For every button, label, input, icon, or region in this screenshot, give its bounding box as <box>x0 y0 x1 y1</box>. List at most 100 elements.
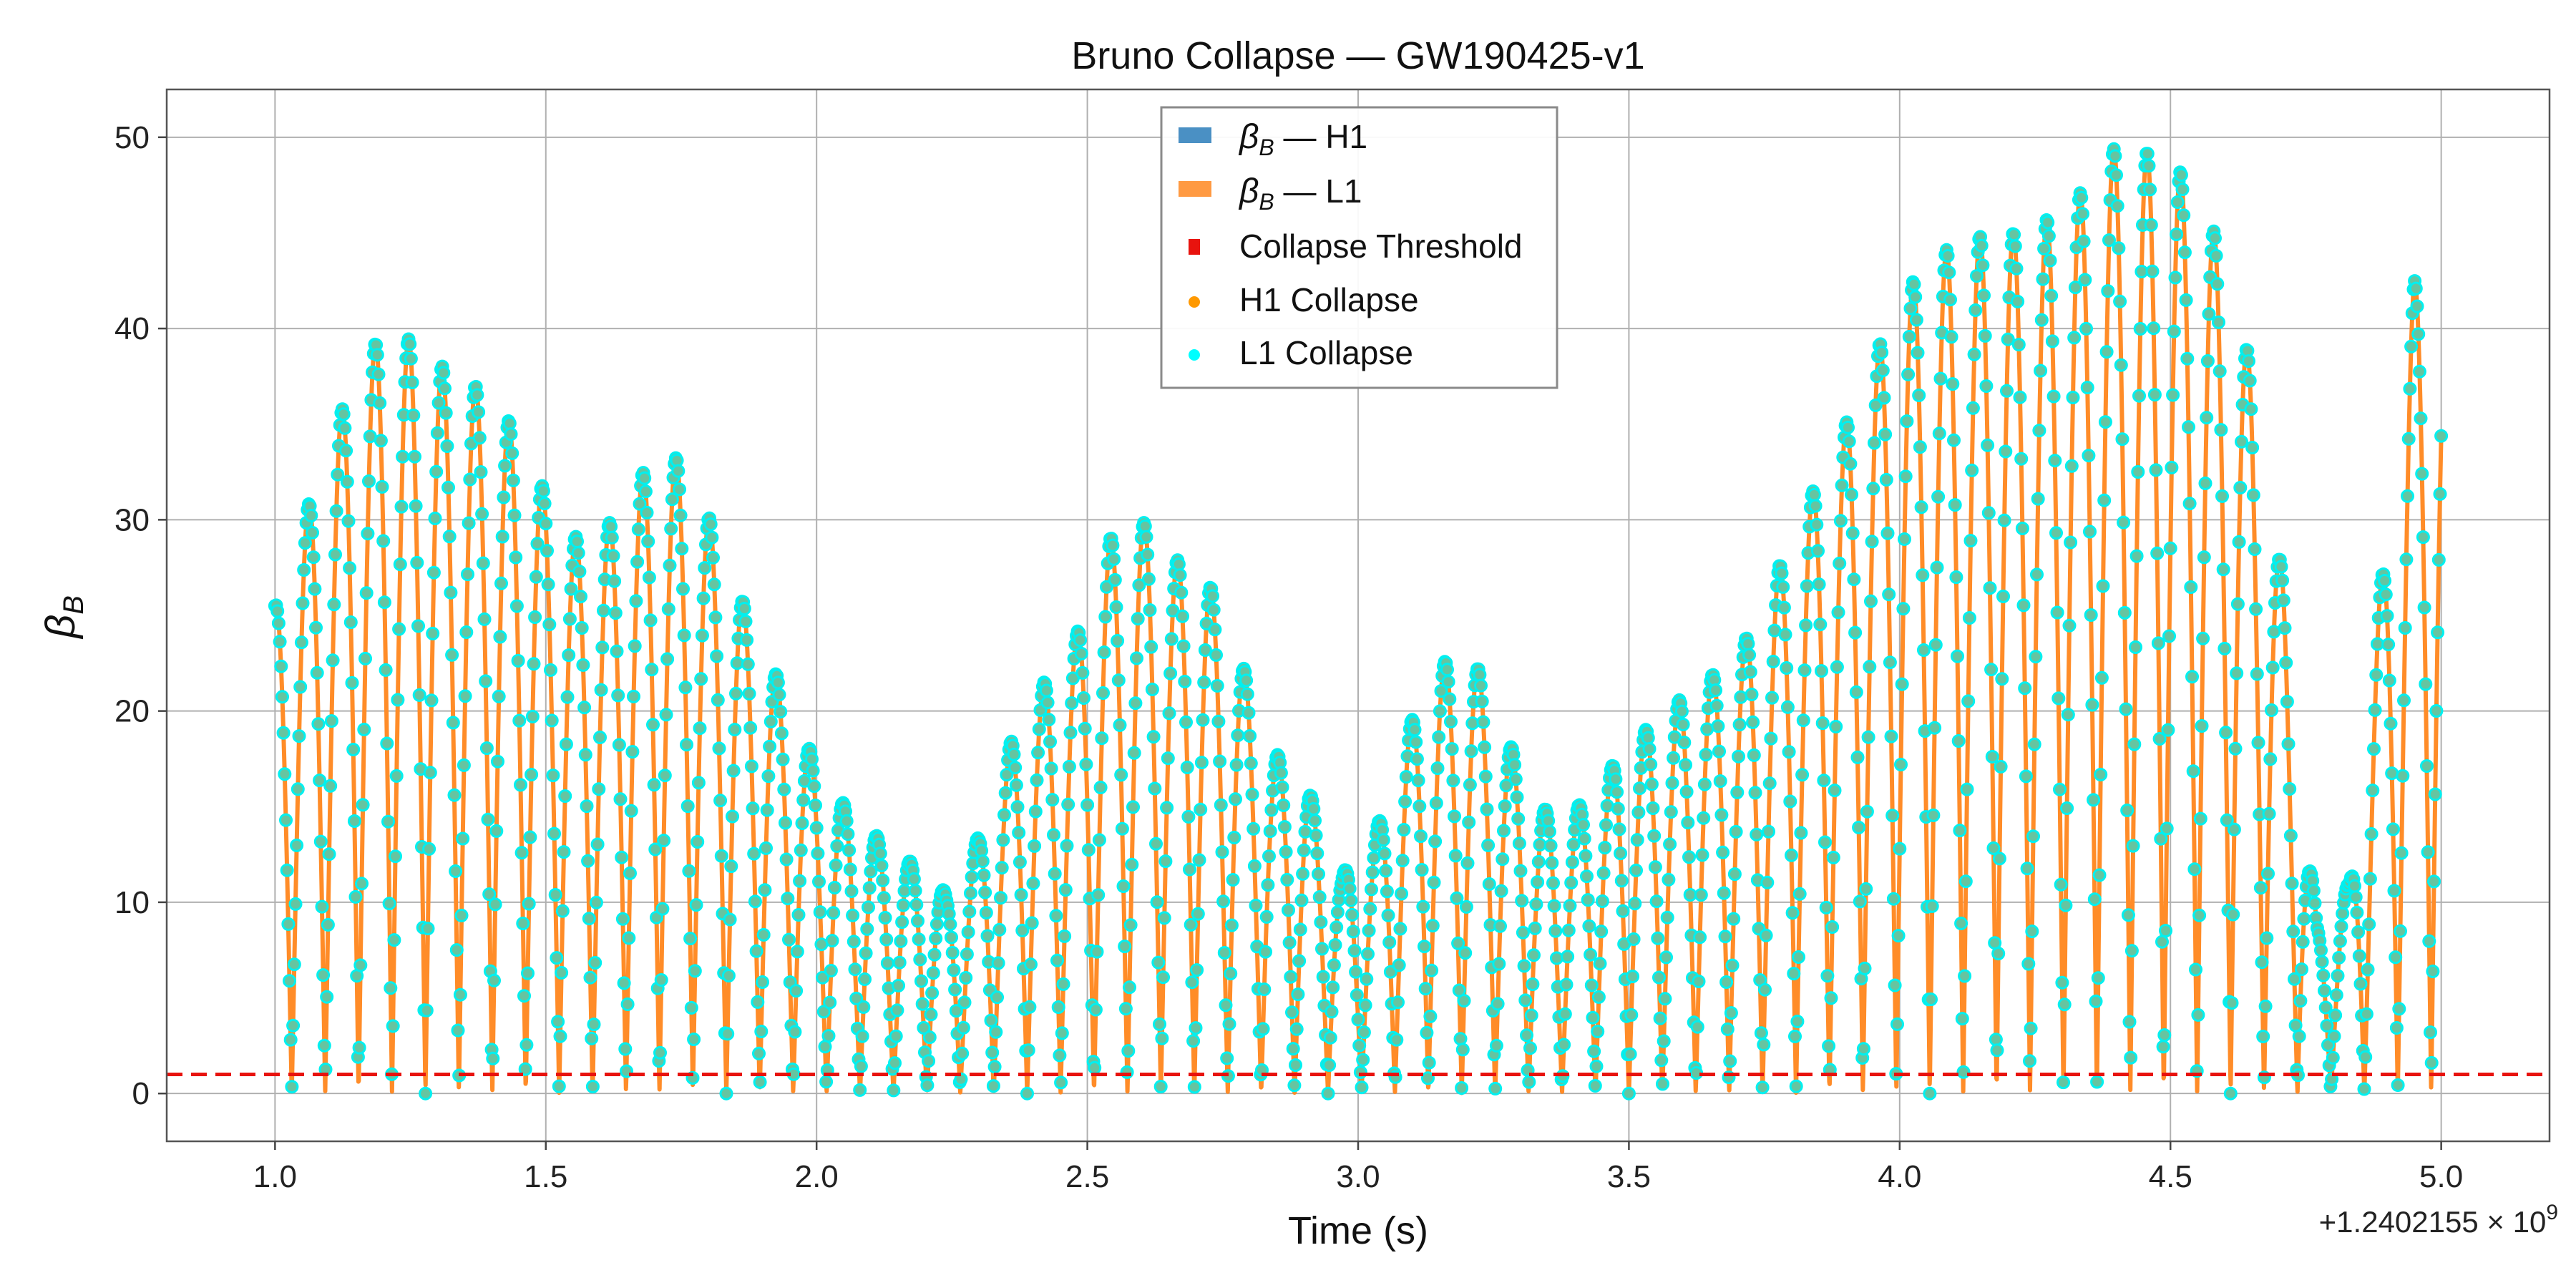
l1-collapse-point <box>377 595 391 610</box>
l1-collapse-point <box>1547 899 1561 913</box>
l1-collapse-point <box>1285 1005 1299 1020</box>
l1-collapse-point <box>1764 731 1778 746</box>
l1-collapse-point <box>1132 578 1146 592</box>
l1-collapse-point <box>1347 944 1362 958</box>
l1-collapse-point <box>1109 600 1123 614</box>
l1-collapse-point <box>844 884 859 898</box>
l1-collapse-point <box>2256 1030 2270 1043</box>
l1-collapse-point <box>1208 623 1222 637</box>
l1-collapse-point <box>1776 580 1790 594</box>
l1-collapse-point <box>1593 957 1607 971</box>
l1-collapse-point <box>1382 935 1397 950</box>
l1-collapse-point <box>280 863 294 877</box>
l1-collapse-point <box>1948 498 1962 512</box>
l1-collapse-point <box>2243 374 2257 388</box>
l1-collapse-point <box>1186 1034 1201 1048</box>
l1-collapse-point <box>860 922 874 936</box>
l1-collapse-point <box>2155 935 2169 949</box>
l1-collapse-markers <box>268 142 2449 1101</box>
l1-collapse-point <box>1896 602 1911 616</box>
l1-collapse-point <box>1723 1054 1737 1068</box>
l1-collapse-point <box>1963 534 1978 548</box>
l1-collapse-point <box>1928 721 1942 735</box>
l1-collapse-point <box>2420 759 2434 773</box>
l1-collapse-point <box>620 997 635 1011</box>
l1-collapse-point <box>2041 215 2055 230</box>
l1-collapse-point <box>2428 787 2442 801</box>
l1-collapse-point <box>1308 814 1322 828</box>
l1-collapse-point <box>1289 1022 1304 1036</box>
l1-collapse-point <box>1810 517 1824 532</box>
l1-collapse-point <box>322 847 336 862</box>
l1-collapse-point <box>1732 749 1745 763</box>
l1-collapse-point <box>2142 159 2156 173</box>
l1-collapse-point <box>1075 665 1090 680</box>
l1-collapse-point <box>1014 888 1028 902</box>
l1-collapse-point <box>2057 997 2072 1012</box>
legend-swatch-h1-collapse <box>1189 296 1200 308</box>
l1-collapse-point <box>1209 648 1223 662</box>
l1-collapse-point <box>1127 746 1141 760</box>
l1-collapse-point <box>426 626 440 640</box>
l1-collapse-point <box>1589 1059 1604 1073</box>
l1-collapse-point <box>645 663 659 677</box>
l1-collapse-point <box>897 884 912 898</box>
l1-collapse-point <box>693 721 707 736</box>
l1-collapse-point <box>925 986 940 1000</box>
l1-collapse-point <box>1697 811 1711 825</box>
l1-collapse-point <box>1498 799 1512 814</box>
l1-collapse-point <box>643 613 658 628</box>
l1-collapse-point <box>1830 660 1844 674</box>
l1-collapse-point <box>1898 532 1911 546</box>
l1-collapse-point <box>1907 277 1921 291</box>
l1-collapse-point <box>2358 1050 2373 1064</box>
l1-collapse-point <box>862 881 877 895</box>
l1-collapse-point <box>814 937 829 952</box>
l1-collapse-point <box>1176 609 1189 623</box>
l1-collapse-point <box>2026 829 2040 844</box>
l1-collapse-point <box>2147 388 2162 402</box>
l1-collapse-point <box>498 459 512 473</box>
l1-collapse-point <box>813 905 827 919</box>
l1-collapse-point <box>1227 831 1241 844</box>
l1-collapse-point <box>713 794 728 808</box>
l1-collapse-point <box>557 845 571 859</box>
l1-collapse-point <box>571 546 585 560</box>
l1-collapse-point <box>2434 429 2449 443</box>
l1-collapse-point <box>2265 660 2280 675</box>
l1-collapse-point <box>795 816 809 830</box>
l1-collapse-point <box>1277 820 1292 834</box>
l1-collapse-point <box>2215 489 2229 503</box>
l1-collapse-point <box>1476 715 1491 729</box>
l1-collapse-point <box>610 644 624 658</box>
l1-collapse-point <box>589 895 603 909</box>
l1-collapse-point <box>887 1083 901 1098</box>
l1-collapse-point <box>1330 905 1345 919</box>
l1-collapse-point <box>1677 736 1692 750</box>
l1-collapse-point <box>1642 742 1657 756</box>
l1-collapse-point <box>1690 1020 1704 1034</box>
l1-collapse-point <box>1997 513 2011 527</box>
l1-collapse-point <box>2404 339 2419 353</box>
l1-collapse-point <box>1160 801 1174 815</box>
l1-collapse-point <box>789 984 804 998</box>
l1-collapse-point <box>1631 805 1646 819</box>
l1-collapse-point <box>842 843 857 857</box>
l1-collapse-point <box>592 782 606 796</box>
l1-collapse-point <box>439 406 453 420</box>
l1-collapse-point <box>2235 434 2248 449</box>
l1-collapse-point <box>779 852 794 867</box>
l1-collapse-point <box>2416 530 2430 545</box>
l1-collapse-point <box>2401 489 2414 503</box>
legend-label-l1: βB — L1 <box>1238 172 1362 215</box>
l1-collapse-point <box>1863 660 1877 674</box>
y-axis-ticks: 0 10 20 30 40 50 <box>114 120 167 1111</box>
l1-collapse-point <box>2129 549 2144 563</box>
l1-collapse-point <box>594 683 608 697</box>
l1-collapse-point <box>782 932 796 947</box>
l1-collapse-point <box>1441 675 1455 689</box>
l1-collapse-point <box>304 509 318 522</box>
x-tick-label: 4.5 <box>2149 1159 2192 1194</box>
l1-collapse-point <box>405 376 419 389</box>
l1-collapse-point <box>454 908 469 922</box>
